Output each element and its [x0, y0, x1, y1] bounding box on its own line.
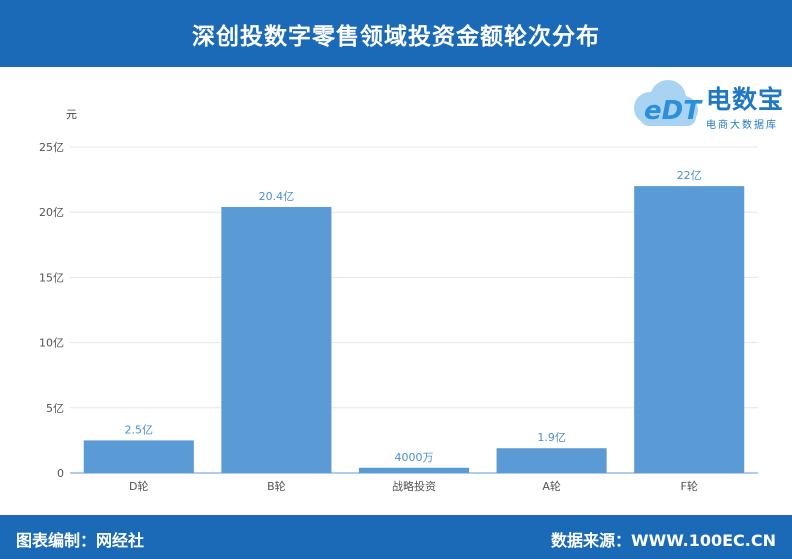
x-category-label: A轮: [542, 479, 561, 493]
y-tick-label: 20亿: [39, 206, 64, 219]
y-tick-label: 15亿: [39, 271, 64, 284]
y-tick-label: 25亿: [39, 141, 64, 154]
bar: [221, 206, 332, 473]
chart-title: 深创投数字零售领域投资金额轮次分布: [192, 23, 600, 50]
logo-name: 电数宝: [706, 85, 785, 114]
bar-value-label: 2.5亿: [125, 423, 154, 436]
bar: [496, 448, 607, 473]
brand-logo: eDT 电数宝 电商大数据库: [626, 72, 792, 136]
y-axis-ticks: 0 5亿 10亿 15亿 20亿 25亿: [39, 141, 64, 480]
x-category-label: 战略投资: [392, 479, 436, 493]
x-category-label: F轮: [681, 479, 698, 493]
bar: [83, 440, 194, 473]
bar-value-label: 4000万: [395, 451, 434, 464]
bar: [358, 467, 470, 473]
footer-banner: 图表编制：网经社 数据来源：WWW.100EC.CN: [0, 515, 792, 559]
y-tick-label: 5亿: [46, 402, 64, 415]
x-category-label: B轮: [267, 479, 286, 493]
bar-value-label: 20.4亿: [259, 190, 295, 203]
bars: [83, 186, 745, 473]
logo-letters: eDT: [644, 96, 701, 126]
footer-credit: 图表编制：网经社: [16, 531, 145, 550]
bar-value-label: 22亿: [677, 169, 702, 182]
bar: [634, 186, 745, 473]
chart-title-banner: 深创投数字零售领域投资金额轮次分布: [0, 0, 792, 67]
footer-source: 数据来源：WWW.100EC.CN: [550, 531, 776, 550]
y-tick-label: 10亿: [39, 337, 64, 350]
y-axis-unit: 元: [66, 108, 77, 121]
x-axis-labels: D轮 B轮 战略投资 A轮 F轮: [129, 479, 698, 493]
logo-subtitle: 电商大数据库: [706, 120, 778, 131]
x-category-label: D轮: [129, 479, 148, 493]
bar-value-label: 1.9亿: [537, 431, 566, 444]
data-labels: 2.5亿 20.4亿 4000万 1.9亿 22亿: [125, 169, 702, 464]
y-tick-label: 0: [57, 467, 64, 480]
cloud-icon: [634, 80, 698, 126]
